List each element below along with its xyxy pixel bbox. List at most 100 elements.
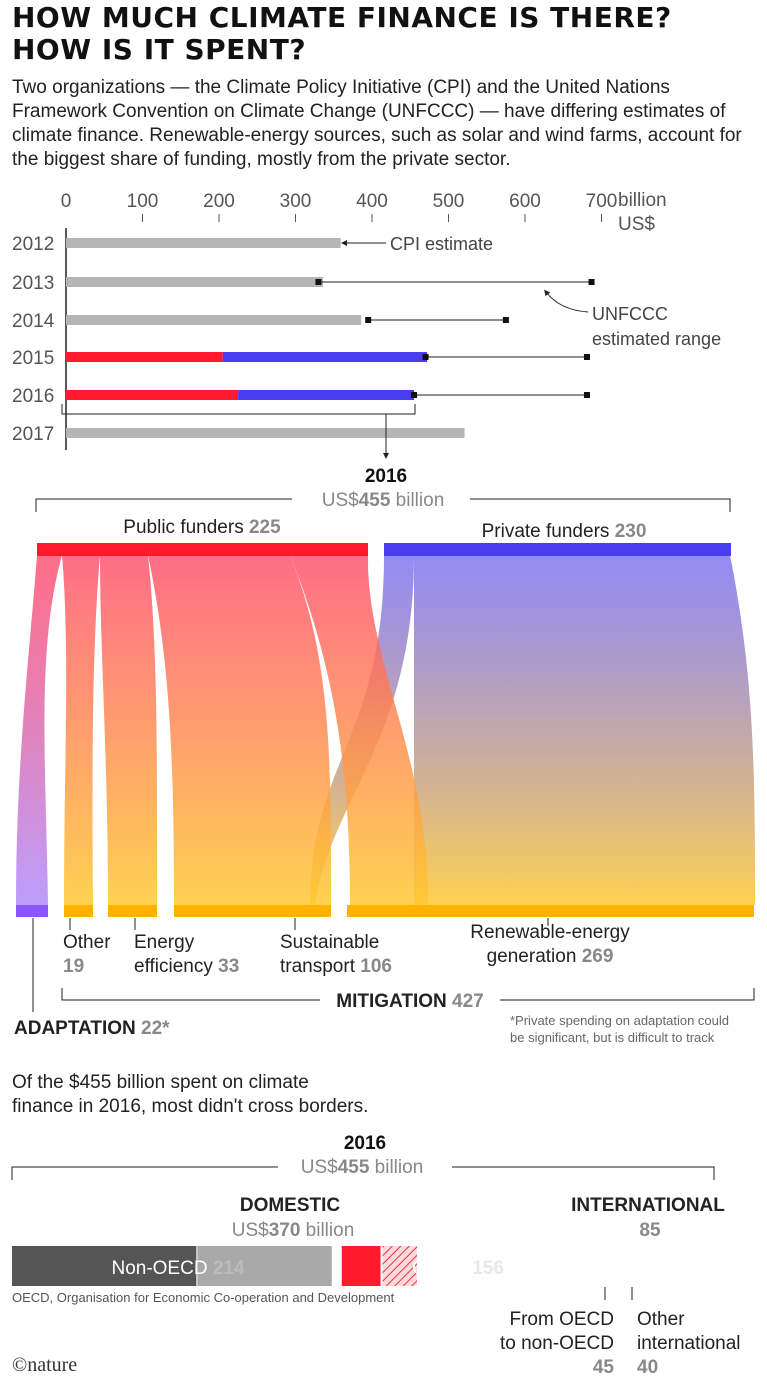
unfccc-range-high xyxy=(502,317,509,323)
renewable-label-2: generation 269 xyxy=(487,946,614,967)
private-funders-bar xyxy=(384,543,731,556)
transport-label-2: transport 106 xyxy=(280,956,392,977)
unfccc-annotation: UNFCCC xyxy=(592,304,668,324)
other-international-value: 40 xyxy=(637,1357,658,1378)
energy-efficiency-label: Energy xyxy=(134,932,195,953)
from-oecd-label: From OECD xyxy=(510,1309,615,1330)
domestic-value: US$370 billion xyxy=(232,1220,355,1241)
x-unit-label-2: US$ xyxy=(618,214,655,235)
unfccc-arrow xyxy=(544,289,589,313)
year-label: 2013 xyxy=(12,273,54,294)
other-international-label: Other xyxy=(637,1309,685,1330)
unfccc-range-high xyxy=(583,354,590,360)
oecd-label: OECD 156 xyxy=(412,1258,504,1279)
energy-efficiency-label-2: efficiency 33 xyxy=(134,956,239,977)
sankey-total-bracket-right xyxy=(470,498,731,512)
adaptation-bar xyxy=(16,905,48,917)
other-international-label-2: international xyxy=(637,1333,741,1354)
adaptation-label: ADAPTATION 22* xyxy=(14,1018,170,1039)
bottom-total: US$455 billion xyxy=(301,1157,424,1178)
unfccc-annotation-2: estimated range xyxy=(592,329,721,349)
flow-adaptation xyxy=(16,555,62,905)
bar-cpi-estimate xyxy=(66,315,362,325)
sankey-chart: 2016 US$455 billion Public funders 225 P… xyxy=(14,466,755,1045)
year-label: 2016 xyxy=(12,386,54,407)
mitigation-bracket-left xyxy=(61,988,320,1001)
other-bar xyxy=(64,905,93,917)
x-tick-label: 100 xyxy=(127,191,159,212)
from-oecd-bar xyxy=(341,1246,381,1286)
mitigation-label: MITIGATION 427 xyxy=(336,991,483,1012)
year-label: 2015 xyxy=(12,348,54,369)
sankey-year: 2016 xyxy=(365,466,407,487)
bottom-intro-2: finance in 2016, most didn't cross borde… xyxy=(12,1096,368,1117)
bar-public xyxy=(66,390,239,400)
unfccc-range-low xyxy=(411,392,418,398)
from-oecd-label-2: to non-OECD xyxy=(500,1333,614,1354)
x-tick-label: 500 xyxy=(433,191,465,212)
other-international-bar xyxy=(382,1246,417,1286)
x-tick-label: 200 xyxy=(203,191,235,212)
oecd-bar xyxy=(197,1246,332,1286)
oecd-note: OECD, Organisation for Economic Co-opera… xyxy=(12,1290,395,1305)
title-line-1: HOW MUCH CLIMATE FINANCE IS THERE? xyxy=(12,1,672,34)
private-funders-label: Private funders 230 xyxy=(482,521,647,542)
international-value: 85 xyxy=(639,1220,661,1241)
from-oecd-value: 45 xyxy=(593,1357,615,1378)
flow-renewable-public xyxy=(290,555,429,905)
x-tick-label: 0 xyxy=(61,191,72,212)
title-line-2: HOW IS IT SPENT? xyxy=(12,33,307,66)
bar-private xyxy=(222,352,428,362)
x-tick-label: 400 xyxy=(356,191,388,212)
x-unit-label: billion xyxy=(618,190,667,211)
renewable-label: Renewable-energy xyxy=(470,922,630,943)
international-label: INTERNATIONAL xyxy=(571,1195,725,1216)
annual-finance-chart: 0 100 200 300 400 500 600 700 billion US$ 2012 2… xyxy=(12,190,721,459)
unfccc-range-high xyxy=(588,279,595,285)
bottom-bracket-right xyxy=(452,1166,715,1180)
bar-private xyxy=(238,390,415,400)
energy-efficiency-bar xyxy=(108,905,157,917)
renewable-energy-bar xyxy=(347,905,754,917)
footnote: *Private spending on adaptation could xyxy=(510,1013,729,1028)
non-oecd-bar xyxy=(12,1246,197,1286)
intro-paragraph: Two organizations — the Climate Policy I… xyxy=(12,77,742,170)
bottom-bracket-left xyxy=(11,1166,278,1180)
bar-public xyxy=(66,352,223,362)
highlight-bracket xyxy=(61,404,416,415)
sankey-total: US$455 billion xyxy=(322,490,445,511)
unfccc-range-low xyxy=(315,279,322,285)
bar-cpi-estimate xyxy=(66,428,465,438)
unfccc-range-low xyxy=(365,317,372,323)
transport-label: Sustainable xyxy=(280,932,379,953)
footnote-2: be significant, but is difficult to trac… xyxy=(510,1030,715,1045)
year-label: 2017 xyxy=(12,424,54,445)
page-title: HOW MUCH CLIMATE FINANCE IS THERE? HOW I… xyxy=(12,2,672,66)
cpi-annotation: CPI estimate xyxy=(390,234,493,254)
non-oecd-label: Non-OECD 214 xyxy=(111,1258,244,1279)
domestic-label: DOMESTIC xyxy=(240,1195,341,1216)
sustainable-transport-bar xyxy=(174,905,331,917)
other-label: Other xyxy=(63,932,111,953)
year-label: 2012 xyxy=(12,234,54,255)
other-value: 19 xyxy=(63,956,84,977)
sankey-total-bracket-left xyxy=(35,498,292,512)
x-tick-label: 700 xyxy=(586,191,618,212)
bottom-year: 2016 xyxy=(344,1133,386,1154)
bottom-intro: Of the $455 billion spent on climate xyxy=(12,1072,309,1093)
mitigation-bracket-right xyxy=(500,988,755,1001)
bar-cpi-estimate xyxy=(66,277,324,287)
unfccc-range-high xyxy=(583,392,590,398)
bar-cpi-estimate xyxy=(66,238,341,248)
x-tick-label: 300 xyxy=(280,191,312,212)
flow-energy-efficiency xyxy=(100,555,158,905)
flow-other xyxy=(62,555,100,905)
nature-logo: ©nature xyxy=(12,1354,78,1376)
public-funders-bar xyxy=(37,543,368,556)
public-funders-label: Public funders 225 xyxy=(123,517,281,538)
flow-sustainable-transport xyxy=(148,555,332,905)
x-tick-label: 600 xyxy=(509,191,541,212)
unfccc-range-low xyxy=(422,354,429,360)
year-label: 2014 xyxy=(12,311,55,332)
